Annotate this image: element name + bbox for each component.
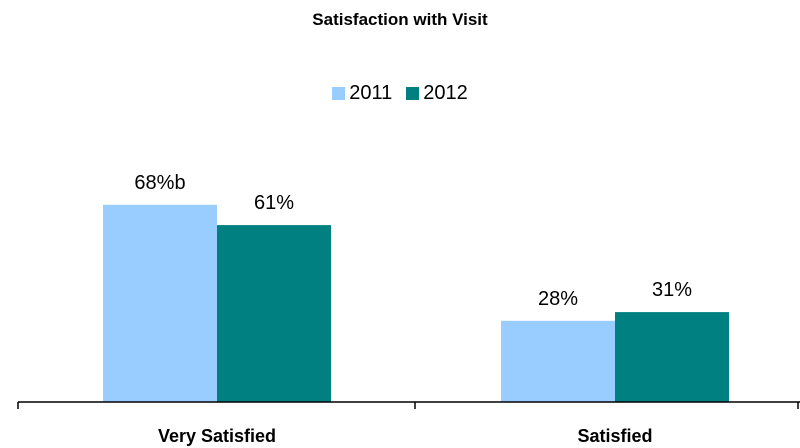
legend-label-2011: 2011 bbox=[349, 82, 393, 104]
legend-label-2012: 2012 bbox=[423, 82, 468, 104]
legend-swatch-2011 bbox=[332, 87, 346, 100]
category-label-satisfied: Satisfied bbox=[577, 426, 652, 446]
legend-item-2011: 2011 bbox=[332, 82, 392, 105]
data-label-satisfied-2011: 28% bbox=[538, 288, 578, 310]
bar-satisfied-2012 bbox=[615, 312, 729, 402]
data-label-satisfied-2012: 31% bbox=[652, 279, 692, 301]
category-label-very-satisfied: Very Satisfied bbox=[158, 426, 276, 446]
bar-very-satisfied-2011 bbox=[103, 204, 217, 402]
legend: 2011 2012 bbox=[0, 82, 800, 105]
legend-swatch-2012 bbox=[406, 87, 420, 100]
data-label-very-satisfied-2011: 68%b bbox=[134, 172, 185, 194]
chart-title: Satisfaction with Visit bbox=[312, 10, 488, 29]
data-label-very-satisfied-2012: 61% bbox=[254, 192, 294, 214]
legend-item-2012: 2012 bbox=[406, 82, 468, 105]
bar-satisfied-2011 bbox=[501, 320, 615, 402]
bar-very-satisfied-2012 bbox=[217, 225, 331, 402]
